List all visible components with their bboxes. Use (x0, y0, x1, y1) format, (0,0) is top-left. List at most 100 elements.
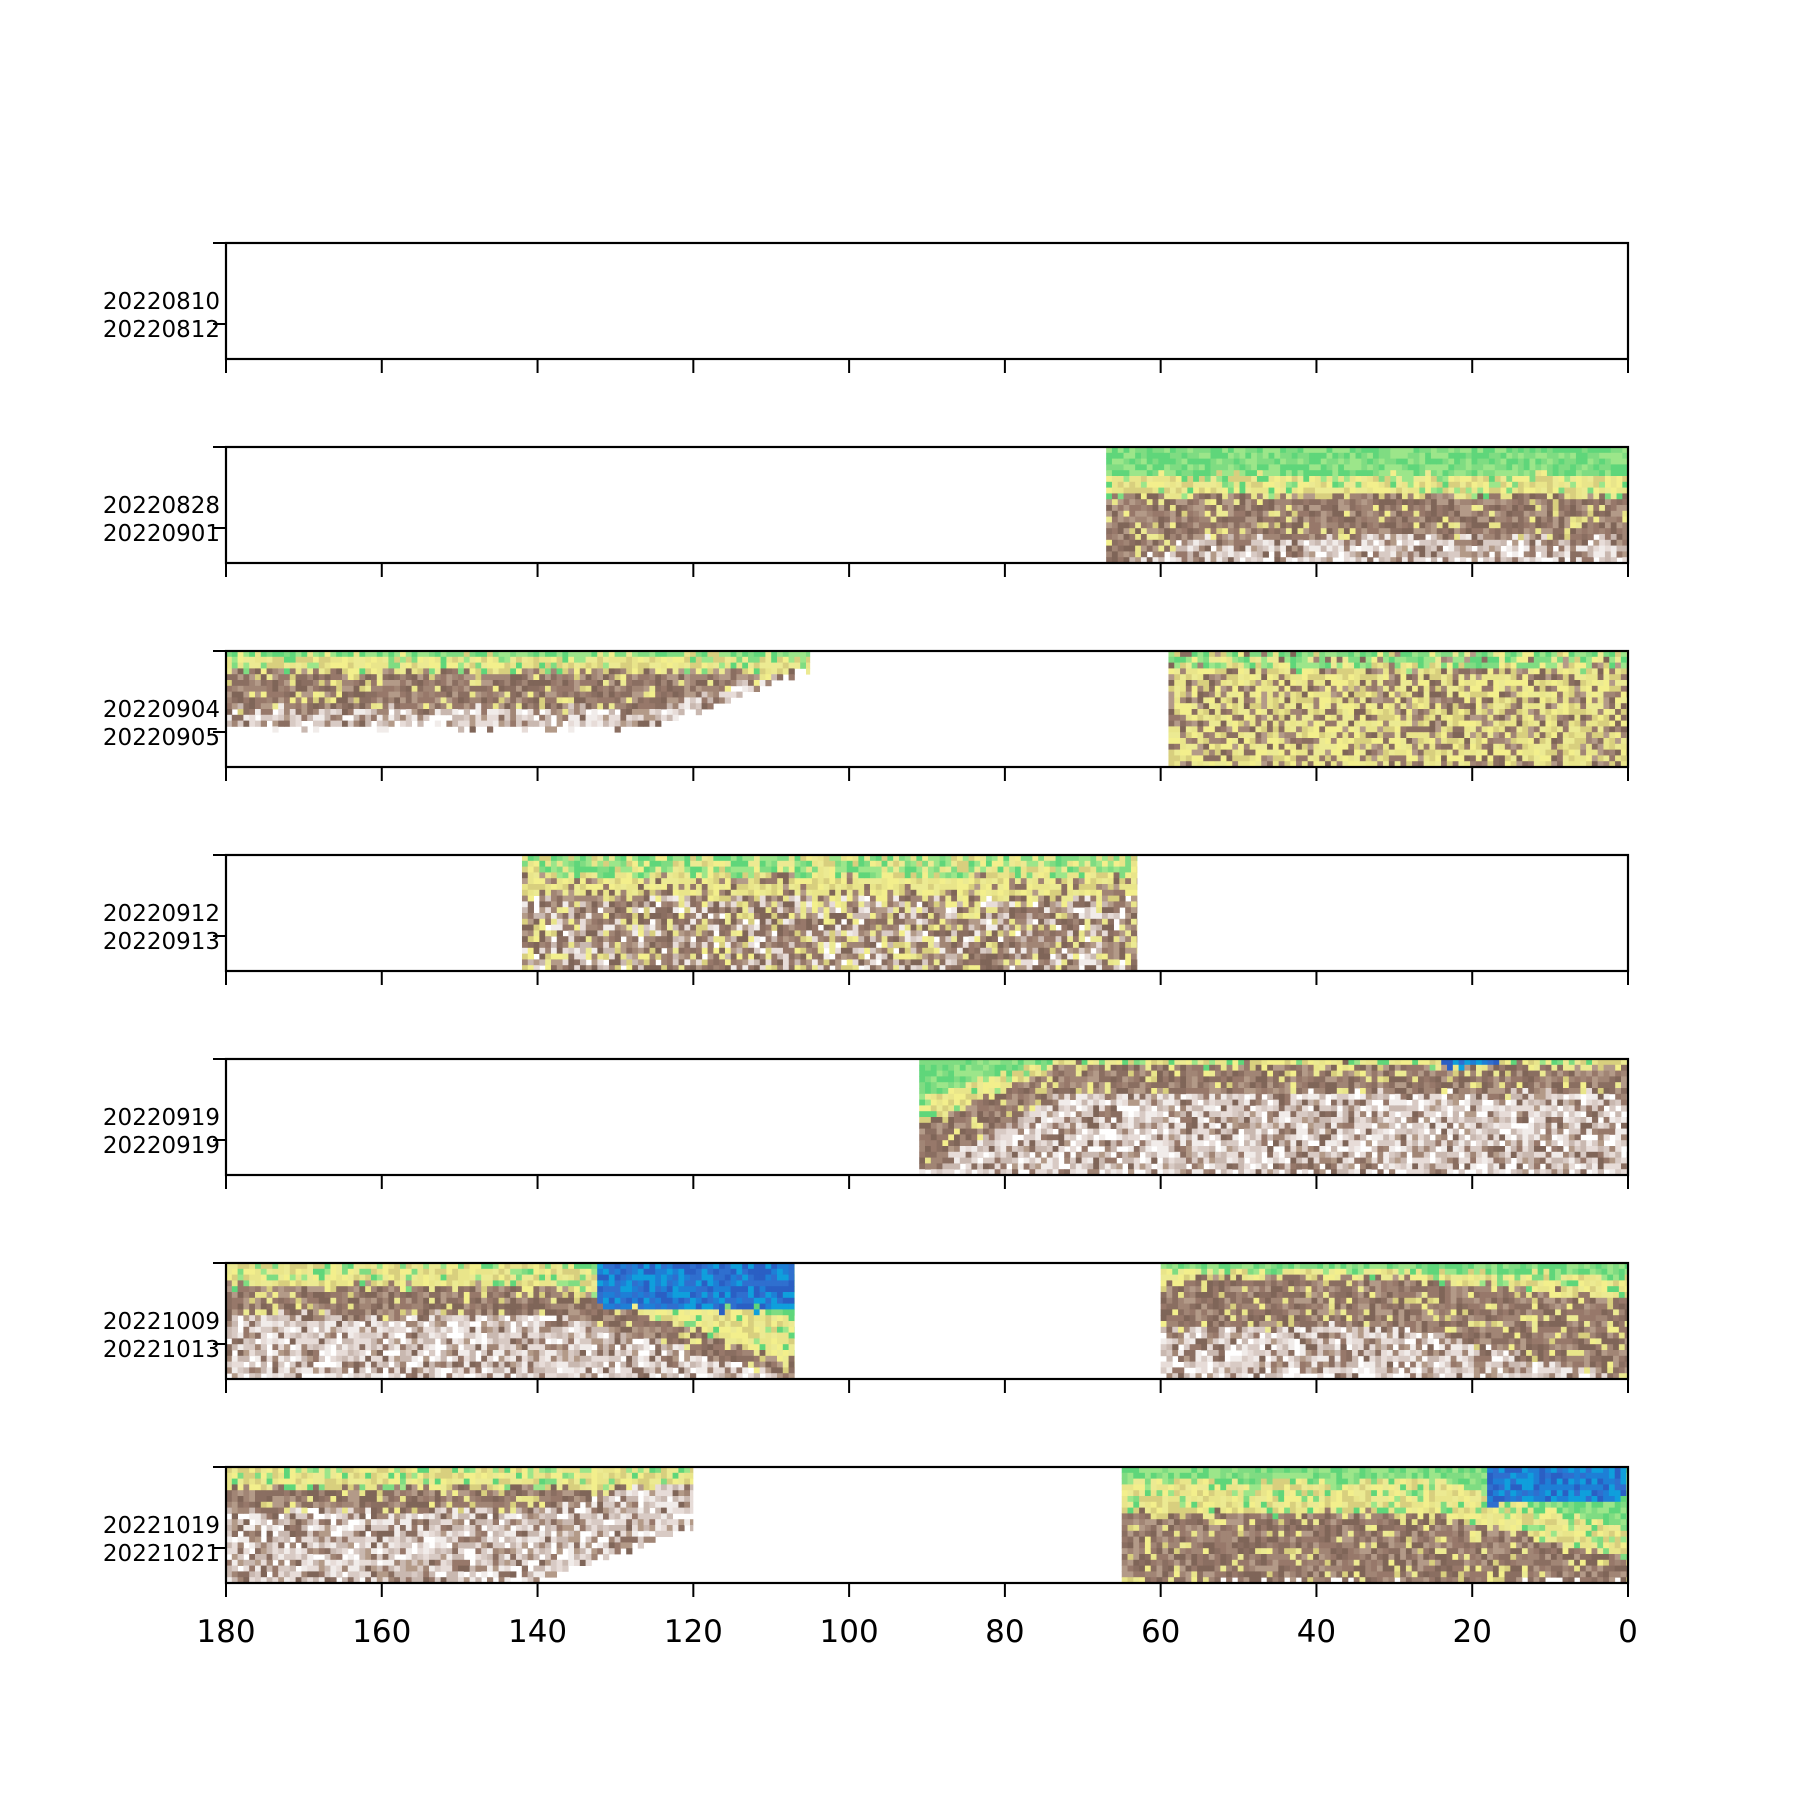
heatmap-cell (1232, 674, 1239, 681)
heatmap-cell (301, 697, 308, 704)
heatmap-cell (498, 703, 505, 710)
heatmap-cell (1603, 656, 1610, 663)
heatmap-cell (1551, 691, 1558, 698)
heatmap-cell (1557, 691, 1564, 698)
heatmap-cell (684, 656, 691, 663)
heatmap-cell (1320, 545, 1327, 552)
heatmap-cell (597, 965, 604, 971)
heatmap-cell (1169, 452, 1177, 459)
heatmap-cell (1278, 738, 1285, 745)
heatmap-cell (1557, 651, 1564, 658)
heatmap-cell (1378, 551, 1385, 558)
heatmap-cell (1522, 732, 1529, 739)
heatmap-cell (1477, 516, 1484, 523)
heatmap-cell (1429, 703, 1436, 710)
heatmap-cell (620, 872, 627, 879)
heatmap-cell (1243, 726, 1251, 733)
heatmap-cell (1523, 522, 1530, 529)
heatmap-cell (1175, 545, 1182, 552)
heatmap-cell (707, 685, 714, 692)
heatmap-cell (1129, 458, 1136, 465)
heatmap-cell (365, 662, 372, 669)
heatmap-cell (585, 907, 592, 914)
heatmap-cell (1406, 651, 1413, 658)
heatmap-cell (1251, 522, 1258, 529)
heatmap-cell (556, 860, 563, 867)
heatmap-cell (498, 714, 505, 721)
heatmap-cell (1394, 668, 1401, 675)
heatmap-cell (1616, 481, 1623, 488)
heatmap-cell (1523, 516, 1530, 523)
heatmap-cell (1135, 470, 1142, 477)
heatmap-cell (1226, 755, 1233, 762)
heatmap-cell (1488, 447, 1496, 454)
heatmap-cell (1471, 458, 1478, 465)
heatmap-cell (1575, 516, 1583, 523)
heatmap-cell (1504, 720, 1512, 727)
heatmap-cell (400, 668, 407, 675)
heatmap-cell (1417, 685, 1425, 692)
heatmap-cell (1349, 476, 1356, 483)
heatmap-cell (1533, 691, 1541, 698)
heatmap-cell (492, 668, 499, 675)
heatmap-cell (527, 965, 534, 971)
heatmap-cell (1238, 674, 1245, 681)
heatmap-cell (1622, 557, 1628, 563)
heatmap-cell (579, 918, 587, 925)
heatmap-cell (1483, 458, 1490, 465)
heatmap-cell (574, 656, 581, 663)
heatmap-cell (620, 691, 627, 698)
heatmap-cell (1255, 697, 1262, 704)
heatmap-cell (1355, 464, 1362, 471)
heatmap-cell (1586, 668, 1593, 675)
heatmap-cell (1251, 516, 1258, 523)
heatmap-cell (603, 656, 610, 663)
heatmap-cell (1232, 703, 1239, 710)
heatmap-cell (1309, 476, 1316, 483)
heatmap-cell (1245, 528, 1252, 535)
heatmap-cell (260, 662, 267, 669)
heatmap-cell (1599, 510, 1606, 517)
heatmap-cell (742, 680, 749, 687)
heatmap-cell (603, 691, 610, 698)
heatmap-cell (1239, 470, 1246, 477)
heatmap-cell (690, 691, 697, 698)
heatmap-cell (1359, 703, 1367, 710)
heatmap-cell (632, 656, 639, 663)
heatmap-cell (237, 720, 244, 727)
heatmap-cell (579, 913, 587, 920)
heatmap-cell (1280, 476, 1287, 483)
heatmap-cell (1603, 732, 1610, 739)
heatmap-cell (1570, 458, 1577, 465)
heatmap-cell (597, 872, 604, 879)
heatmap-cell (458, 720, 465, 727)
heatmap-cell (1580, 726, 1587, 733)
heatmap-cell (1504, 697, 1512, 704)
heatmap-cell (1233, 516, 1240, 523)
heatmap-cell (1255, 680, 1262, 687)
heatmap-cell (1303, 458, 1310, 465)
heatmap-cell (1499, 749, 1506, 756)
heatmap-cell (1239, 493, 1246, 500)
heatmap-cell (1517, 510, 1525, 517)
heatmap-cell (1268, 458, 1275, 465)
heatmap-cell (1197, 674, 1204, 681)
heatmap-cell (1365, 749, 1372, 756)
heatmap-cell (1355, 458, 1362, 465)
heatmap-cell (272, 674, 279, 681)
heatmap-cell (1307, 749, 1314, 756)
heatmap-cell (353, 720, 360, 727)
heatmap-cell (1400, 680, 1407, 687)
heatmap-cell (521, 918, 529, 925)
heatmap-cell (1123, 545, 1130, 552)
heatmap-cell (1429, 749, 1436, 756)
heatmap-cell (1187, 493, 1194, 500)
heatmap-cell (1506, 516, 1513, 523)
heatmap-cell (487, 651, 494, 658)
heatmap-cell (1290, 662, 1297, 669)
heatmap-cell (1106, 452, 1113, 459)
heatmap-cell (1412, 720, 1419, 727)
heatmap-cell (1209, 732, 1216, 739)
heatmap-cell (1168, 691, 1175, 698)
heatmap-cell (1435, 691, 1442, 698)
